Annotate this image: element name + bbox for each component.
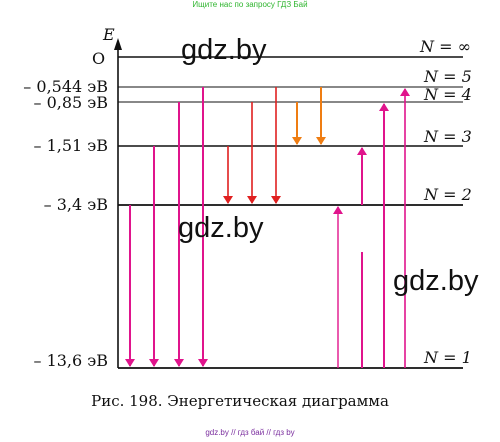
level-n-label-5: N = 5 [423,67,472,86]
watermark-right: gdz.by [393,265,479,297]
level-n-label-1: N = 1 [423,348,472,367]
watermark-middle: gdz.by [178,212,264,244]
energy-axis-arrowhead [114,38,122,50]
energy-label-4: – 0,85 эВ [33,93,108,112]
level-n-label-2: N = 2 [423,185,472,204]
energy-label-1: – 13,6 эВ [33,351,108,370]
energy-label-5: – 0,544 эВ [23,77,108,96]
level-n-label-inf: N = ∞ [419,37,471,56]
level-n-label-4: N = 4 [423,85,472,104]
level-n-label-3: N = 3 [423,127,472,146]
energy-label-3: – 1,51 эВ [33,136,108,155]
top-banner: Ищите нас по запросу ГДЗ Бай [192,0,308,9]
watermark-top: gdz.by [181,34,267,66]
axis-origin-label: O [92,49,105,68]
bottom-banner: gdz.by // гдз бай // гдз by [205,428,295,437]
energy-label-2: – 3,4 эВ [44,195,108,214]
figure-caption: Рис. 198. Энергетическая диаграмма [91,392,389,410]
axis-label-e: E [102,25,115,44]
